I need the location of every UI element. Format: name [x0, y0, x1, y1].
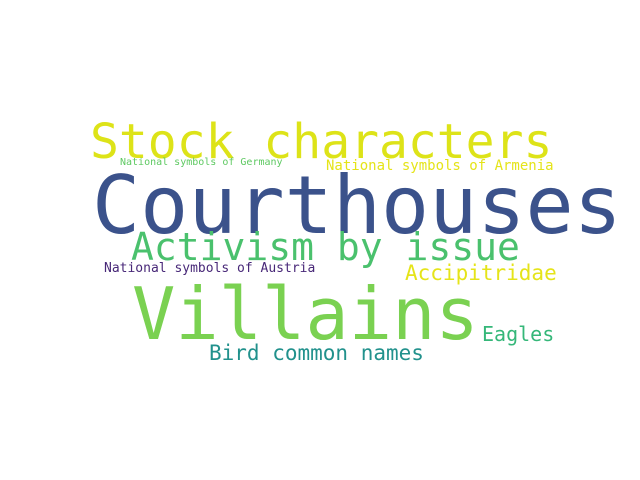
word-courthouses: Courthouses — [92, 159, 622, 252]
word-accipitridae: Accipitridae — [405, 261, 557, 285]
word-national-symbols-armenia: National symbols of Armenia — [326, 158, 554, 174]
word-stock-characters: Stock characters — [90, 114, 553, 170]
word-national-symbols-austria: National symbols of Austria — [104, 261, 316, 276]
word-eagles: Eagles — [482, 322, 555, 346]
word-national-symbols-germany: National symbols of Germany — [120, 157, 283, 168]
word-bird-common-names: Bird common names — [209, 341, 424, 365]
word-villains: Villains — [132, 272, 479, 356]
word-activism-by-issue: Activism by issue — [131, 225, 520, 269]
